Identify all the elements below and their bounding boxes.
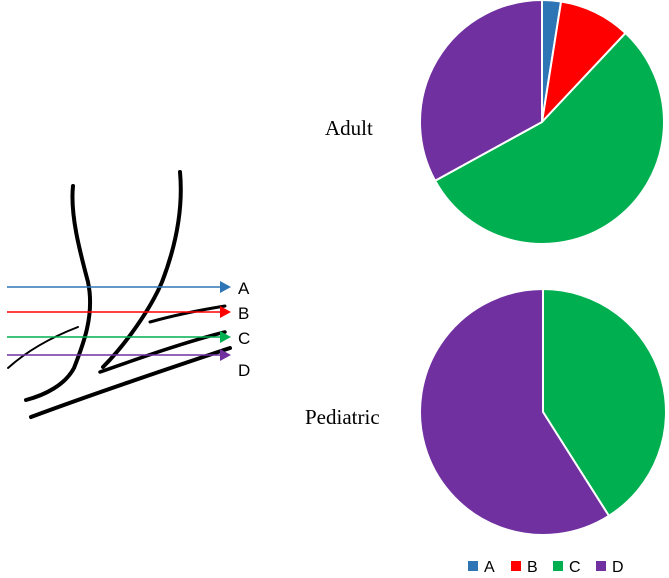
sketch-stroke-short-right xyxy=(148,304,227,324)
arrow-label-B: B xyxy=(238,304,249,323)
adult-pie-slice-D xyxy=(419,0,543,183)
adult-pie-slice-C xyxy=(433,31,665,245)
sketch-stroke-left-branch xyxy=(24,184,93,402)
adult-pie xyxy=(419,0,665,245)
arrow-label-A: A xyxy=(238,279,250,298)
legend-swatch-A xyxy=(468,561,478,571)
pediatric-pie xyxy=(419,287,667,536)
adult-pie-title: Adult xyxy=(325,116,373,140)
arrow-label-C: C xyxy=(238,329,250,348)
arrow-label-D: D xyxy=(238,361,250,380)
arrow-D xyxy=(7,349,231,361)
sketch-diagram: A B C D xyxy=(7,170,250,419)
legend-label-D: D xyxy=(612,559,624,576)
arrow-C xyxy=(7,331,231,343)
legend-label-C: C xyxy=(569,559,581,576)
pediatric-pie-slice-D xyxy=(419,287,611,536)
arrow-A xyxy=(7,281,231,293)
pediatric-pie-title: Pediatric xyxy=(305,405,380,429)
legend: A B C D xyxy=(468,559,624,576)
sketch-stroke-lower-mid xyxy=(98,330,227,374)
legend-swatch-B xyxy=(511,561,521,571)
arrow-B xyxy=(7,306,231,318)
sketch-stroke-short-left xyxy=(7,326,79,369)
legend-swatch-C xyxy=(553,561,563,571)
legend-swatch-D xyxy=(596,561,606,571)
sketch-stroke-right-branch xyxy=(101,170,183,369)
legend-label-B: B xyxy=(527,559,538,576)
legend-label-A: A xyxy=(484,559,495,576)
